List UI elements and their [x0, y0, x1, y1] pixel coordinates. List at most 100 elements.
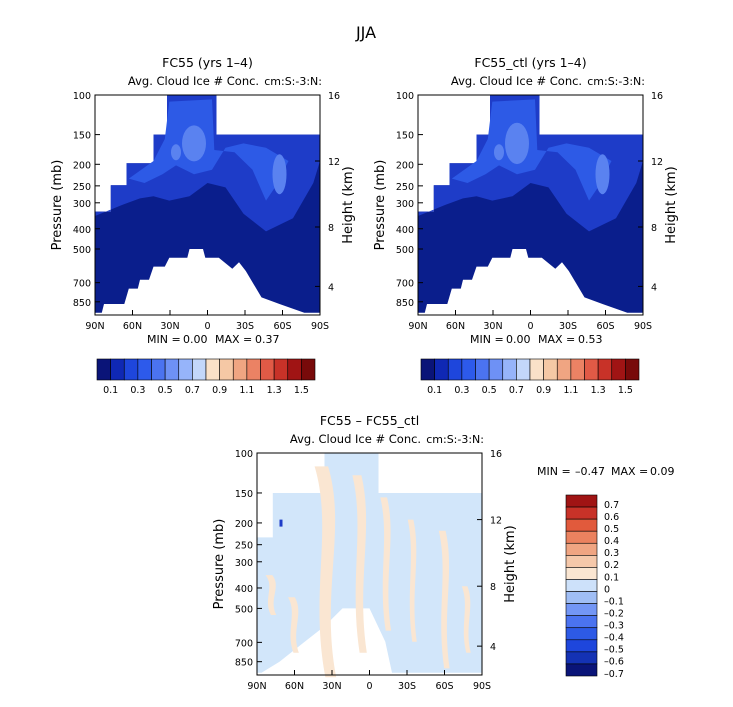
panel-title: FC55 (yrs 1–4)	[162, 55, 253, 70]
panel-subtitle: Avg. Cloud Ice # Conc.	[128, 74, 259, 88]
colorbar-label: 1.1	[563, 385, 578, 396]
colorbar-label: 0.5	[482, 385, 497, 396]
units-label: cm:S:-3:N:	[426, 433, 484, 446]
y-tick-label: 200	[235, 519, 253, 530]
y-tick-label: 700	[73, 279, 91, 290]
field-positive-streak	[407, 519, 417, 642]
colorbar-cell	[232, 358, 248, 381]
colorbar-label: 0.9	[536, 385, 551, 396]
colorbar-label: 0.5	[158, 385, 173, 396]
colorbar-cell	[447, 358, 463, 381]
colorbar-cell	[565, 591, 598, 604]
colorbar-label: –0.5	[604, 645, 624, 656]
y-tick-label: 700	[396, 279, 414, 290]
panel-subtitle: Avg. Cloud Ice # Conc.	[290, 432, 421, 446]
colorbar-cell	[137, 358, 152, 381]
colorbar-cell	[475, 358, 490, 381]
colorbar-difference: 0.70.60.50.40.30.20.10–0.1–0.2–0.3–0.4–0…	[565, 494, 624, 680]
x-tick-label: 60S	[596, 321, 614, 332]
field-negative-layer	[257, 453, 482, 673]
colorbar-cell	[565, 567, 598, 580]
colorbar-label: 0.1	[427, 385, 442, 396]
field-positive-streak	[352, 475, 367, 653]
colorbar-label: –0.6	[604, 657, 624, 668]
colorbar-label: 1.3	[267, 385, 282, 396]
field-positive-streak	[438, 530, 450, 669]
colorbar-cell	[543, 358, 558, 381]
min-value: 0.00	[183, 333, 208, 346]
x-tick-label: 0	[204, 321, 210, 332]
right-tick-label: 12	[328, 157, 340, 168]
right-tick-label: 8	[651, 223, 657, 234]
x-tick-label: 0	[527, 321, 533, 332]
colorbar-cell	[434, 358, 449, 381]
colorbar-cell	[219, 358, 234, 381]
colorbar-cell	[420, 358, 435, 381]
max-value: 0.09	[650, 465, 675, 478]
y-tick-label: 250	[235, 541, 253, 552]
colorbar-cell	[565, 603, 598, 616]
right-tick-label: 4	[490, 642, 496, 653]
x-tick-label: 30N	[322, 681, 341, 692]
colorbar-cell	[584, 358, 599, 381]
colorbar-cell	[565, 579, 598, 592]
min-label: MIN =	[537, 465, 571, 478]
x-tick-label: 90S	[311, 321, 329, 332]
colorbar-label: 0.3	[604, 548, 619, 559]
max-value: 0.53	[578, 333, 603, 346]
colorbar-cell	[556, 358, 572, 381]
x-tick-label: 60S	[273, 321, 291, 332]
field-positive-streak	[461, 586, 471, 653]
colorbar-fc55: 0.1 0.3 0.5 0.7 0.9 1.1 1.3 1.5	[96, 358, 316, 396]
colorbar-label: 0.7	[185, 385, 200, 396]
field-peak	[272, 154, 287, 195]
colorbar-label: 0.2	[604, 560, 619, 571]
colorbar-cell	[178, 358, 193, 381]
min-value: 0.00	[506, 333, 531, 346]
panel-title: FC55 – FC55_ctl	[320, 413, 419, 428]
colorbar-label: 0.1	[604, 572, 619, 583]
x-tick-label: 90S	[473, 681, 491, 692]
right-tick-label: 16	[651, 91, 663, 102]
colorbar-label: 0.9	[212, 385, 227, 396]
colorbar-cell	[151, 358, 166, 381]
colorbar-label: 0.5	[604, 524, 619, 535]
figure-title: JJA	[355, 23, 376, 42]
colorbar-cell	[110, 358, 125, 381]
y-tick-label: 100	[73, 91, 91, 102]
colorbar-label: 0.7	[509, 385, 524, 396]
colorbar-cell	[273, 358, 289, 381]
field-peak	[494, 144, 504, 161]
colorbar-cell	[164, 358, 180, 381]
y-tick-label: 300	[73, 199, 91, 210]
y-tick-label: 700	[235, 638, 253, 649]
colorbar-label: –0.2	[604, 608, 624, 619]
colorbar-cell	[246, 358, 261, 381]
y-tick-label: 400	[73, 225, 91, 236]
colorbar-cell	[565, 615, 598, 629]
right-axis-label: Height (km)	[503, 525, 518, 602]
min-label: MIN =	[470, 333, 504, 346]
colorbar-label: 0.4	[604, 536, 619, 547]
y-tick-label: 100	[396, 91, 414, 102]
y-axis-label: Pressure (mb)	[50, 160, 65, 251]
y-tick-label: 850	[73, 298, 91, 309]
panel-title: FC55_ctl (yrs 1–4)	[474, 55, 586, 70]
colorbar-label: –0.1	[604, 596, 624, 607]
max-value: 0.37	[255, 333, 280, 346]
y-tick-label: 150	[396, 131, 414, 142]
field-peak	[505, 122, 529, 165]
colorbar-cell	[565, 542, 598, 556]
colorbar-cell	[565, 555, 598, 568]
field-peak	[595, 154, 610, 195]
colorbar-cell	[502, 358, 517, 381]
field-peak	[182, 125, 206, 162]
x-tick-label: 30S	[559, 321, 577, 332]
colorbar-cell	[461, 358, 476, 381]
field-peak	[171, 144, 181, 161]
colorbar-cell	[565, 663, 598, 677]
right-tick-label: 4	[328, 282, 334, 293]
x-tick-label: 30N	[483, 321, 502, 332]
panel-difference: FC55 – FC55_ctl Avg. Cloud Ice # Conc. cm:…	[212, 413, 675, 692]
